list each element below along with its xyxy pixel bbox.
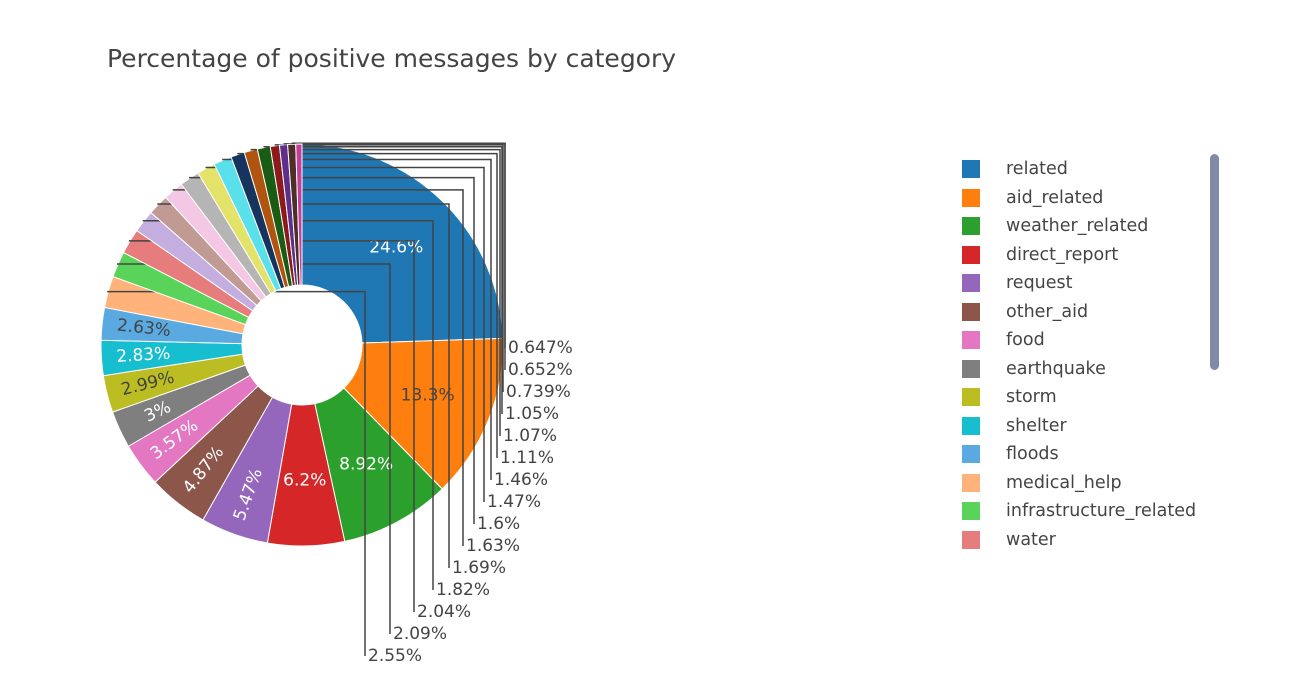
pie-slice-label: 6.2% [283, 470, 326, 490]
legend-label: storm [1006, 387, 1057, 407]
legend-label: weather_related [1006, 216, 1149, 236]
pie-slice-slice-27[interactable] [295, 143, 303, 286]
legend: related aid_related weather_related direct_… [962, 154, 1224, 554]
legend-swatch [962, 359, 980, 378]
pie-slice-label: 1.47% [487, 492, 541, 512]
legend-label: earthquake [1006, 358, 1106, 379]
pie-slice-label: 2.04% [417, 602, 471, 622]
legend-label: request [1006, 273, 1073, 293]
legend-item-floods[interactable]: floods [962, 442, 1059, 466]
legend-swatch [962, 245, 980, 264]
pie-slice-label: 1.46% [494, 470, 548, 490]
legend-swatch [962, 188, 980, 207]
legend-label: shelter [1006, 415, 1067, 436]
pie-label-leader [263, 145, 503, 414]
pie-slice-label: 8.92% [339, 454, 393, 474]
legend-item-request[interactable]: request [962, 271, 1073, 295]
legend-item-storm[interactable]: storm [962, 385, 1057, 409]
pie-slice-label: 0.739% [506, 382, 571, 402]
legend-label: aid_related [1006, 187, 1104, 208]
pie-slice-label: 0.647% [508, 338, 573, 358]
legend-item-related[interactable]: related [962, 157, 1068, 181]
chart-title: Percentage of positive messages by categ… [107, 44, 677, 73]
legend-item-shelter[interactable]: shelter [962, 414, 1067, 438]
legend-item-aid-related[interactable]: aid_related [962, 186, 1103, 210]
pie-slice-label: 1.05% [505, 404, 559, 424]
legend-item-weather-related[interactable]: weather_related [962, 214, 1148, 238]
pie-slice-label: 1.11% [500, 448, 554, 468]
legend-swatch [962, 302, 980, 321]
legend-label: floods [1006, 444, 1059, 464]
legend-scrollbar[interactable] [1210, 154, 1219, 370]
pie-slice-label: 1.07% [503, 426, 557, 446]
legend-item-infrastructure-related[interactable]: infrastructure_related [962, 499, 1196, 523]
pie-slice-label: 1.6% [477, 514, 520, 534]
legend-swatch [962, 388, 980, 406]
legend-swatch [962, 331, 980, 349]
pie-slice-label: 1.82% [436, 580, 490, 600]
legend-swatch [962, 445, 980, 463]
legend-item-earthquake[interactable]: earthquake [962, 357, 1106, 381]
legend-swatch [962, 160, 980, 178]
legend-label: water [1006, 529, 1056, 550]
legend-label: food [1006, 330, 1045, 350]
legend-swatch [962, 473, 980, 492]
legend-label: direct_report [1006, 244, 1119, 265]
pie-slice-label: 2.55% [368, 646, 422, 666]
legend-swatch [962, 502, 980, 520]
legend-label: medical_help [1006, 472, 1122, 493]
pie-slice-label: 1.63% [466, 536, 520, 556]
pie-label-leader [291, 142, 506, 348]
pie-slice-label: 2.09% [393, 624, 447, 644]
legend-swatch [962, 416, 980, 435]
pie-slice-label: 24.6% [369, 238, 423, 258]
legend-swatch [962, 217, 980, 235]
pie-label-leader [222, 158, 492, 480]
pie-slice-label: 1.69% [452, 558, 506, 578]
legend-swatch [962, 530, 980, 549]
legend-label: infrastructure_related [1006, 501, 1197, 521]
pie-slice-label: 0.652% [508, 360, 573, 380]
legend-item-direct-report[interactable]: direct_report [962, 243, 1118, 267]
legend-label: other_aid [1006, 301, 1089, 322]
legend-item-water[interactable]: water [962, 528, 1056, 552]
legend-item-food[interactable]: food [962, 328, 1045, 352]
pie-slice-label: 13.3% [401, 386, 455, 406]
legend-label: related [1006, 159, 1068, 179]
pie-label-leader [237, 152, 498, 458]
legend-item-medical-help[interactable]: medical_help [962, 471, 1122, 495]
legend-swatch [962, 274, 980, 292]
pie-slice-label: 2.83% [116, 344, 171, 367]
pie-label-leader [250, 148, 501, 436]
pie-label-leader [274, 144, 504, 392]
legend-item-other-aid[interactable]: other_aid [962, 300, 1088, 324]
